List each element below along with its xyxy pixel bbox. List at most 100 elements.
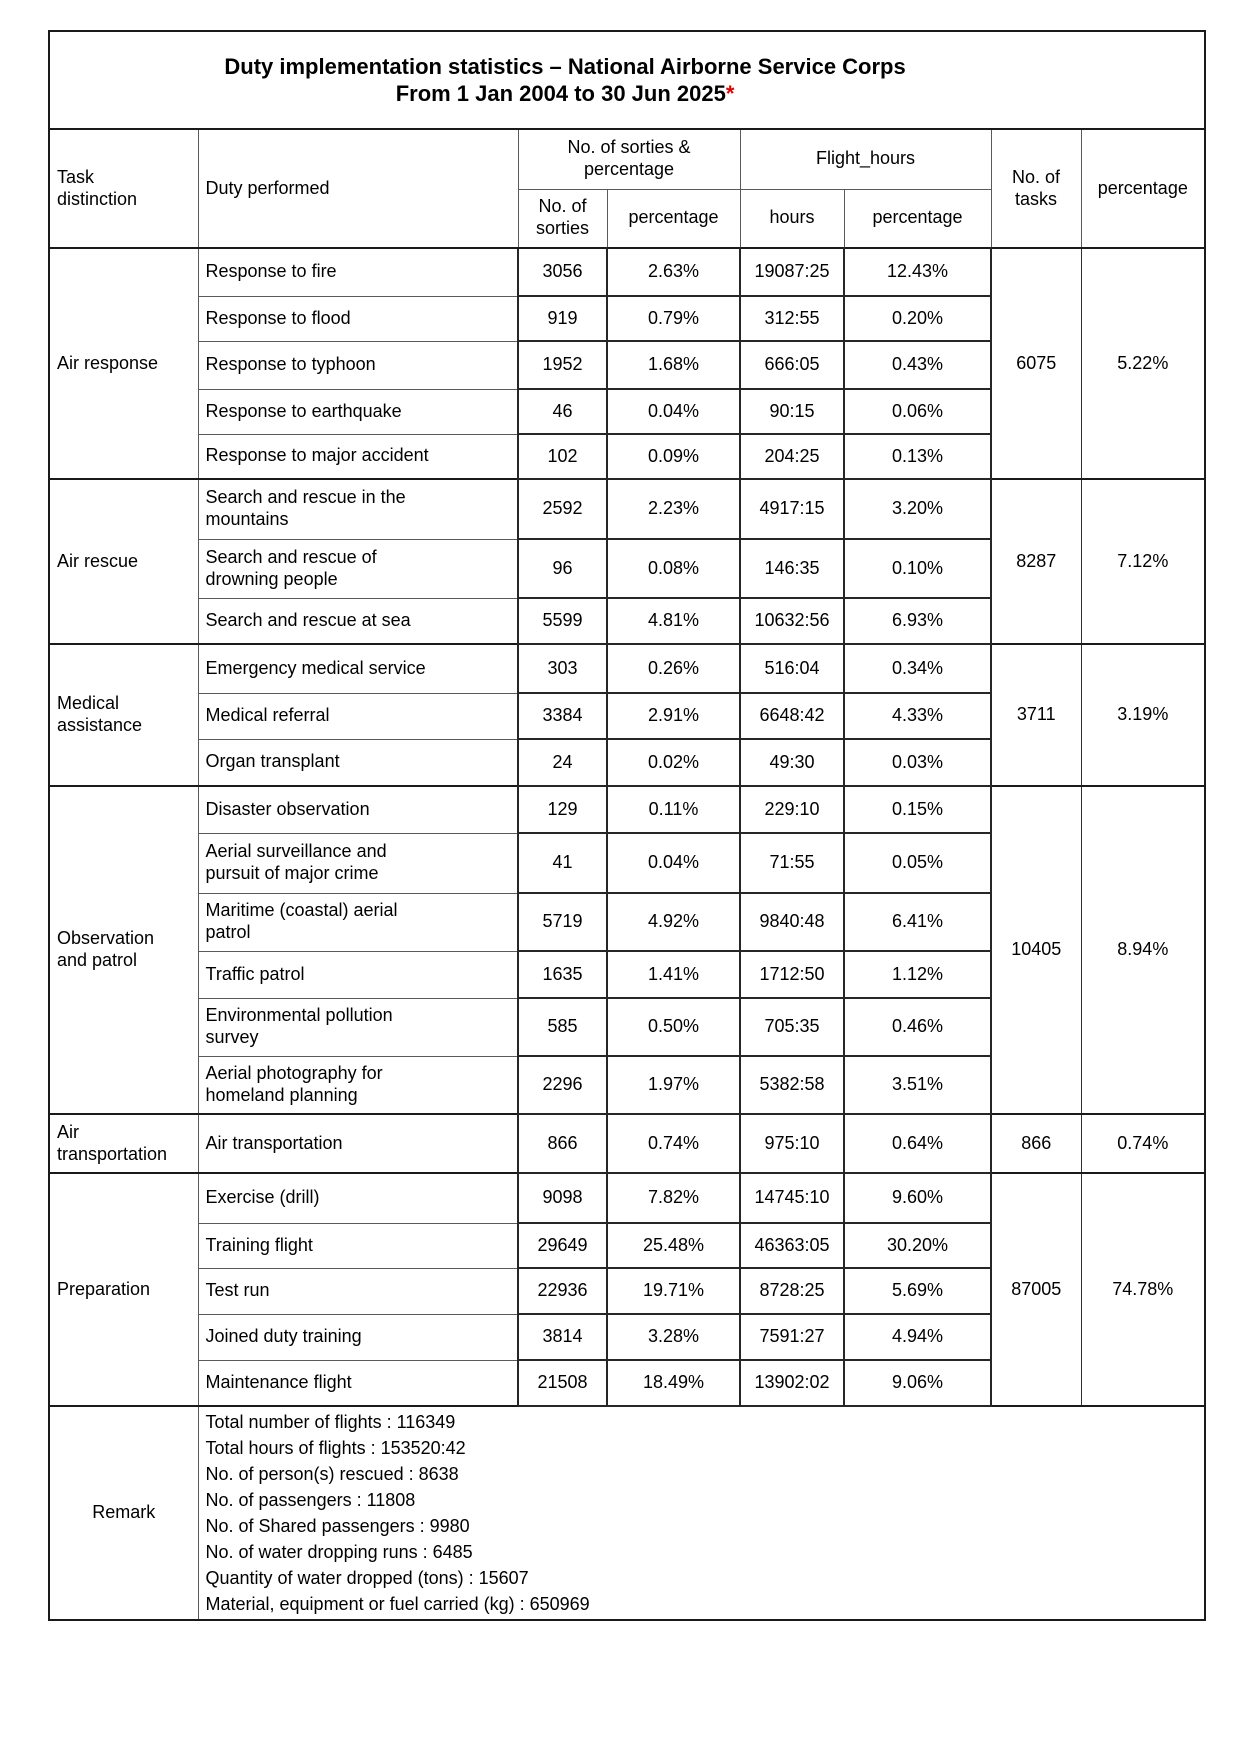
duty-cell: Training flight — [197, 1222, 519, 1269]
remark-line: No. of passengers : 11808 — [205, 1490, 416, 1510]
table-row: Response to earthquake 46 0.04% 90:15 0.… — [49, 388, 1205, 435]
hours-pct-cell: 6.93% — [843, 597, 992, 645]
duty-cell: Organ transplant — [197, 738, 519, 787]
sorties-pct-cell: 4.81% — [606, 597, 741, 645]
sorties-pct-cell: 18.49% — [606, 1359, 741, 1407]
hours-pct-cell: 0.46% — [843, 997, 992, 1057]
hours-cell: 666:05 — [739, 340, 845, 390]
duty-cell: Maritime (coastal) aerial patrol — [197, 892, 519, 952]
sorties-cell: 2592 — [517, 478, 608, 540]
sorties-pct-cell: 0.74% — [606, 1113, 741, 1174]
hours-pct-cell: 4.94% — [843, 1313, 992, 1361]
sorties-cell: 129 — [517, 785, 608, 834]
table-row: Air response Response to fire 3056 2.63%… — [48, 247, 1206, 480]
duty-cell: Response to typhoon — [197, 340, 519, 390]
tasks-total-cell: 8287 — [990, 478, 1082, 645]
table-row: Observation and patrol Disaster observat… — [48, 785, 1206, 1115]
table-row: Medical assistance Emergency medical ser… — [48, 643, 1206, 787]
hours-pct-cell: 3.51% — [843, 1055, 992, 1115]
footnote-asterisk: * — [725, 81, 735, 106]
sorties-cell: 2296 — [517, 1055, 608, 1115]
duty-cell: Search and rescue at sea — [197, 597, 519, 645]
sorties-pct-cell: 2.63% — [606, 247, 741, 297]
sorties-cell: 3056 — [517, 247, 608, 297]
task-group-observation-and-patrol: Observation and patrol — [48, 785, 199, 1115]
tasks-pct-cell: 7.12% — [1080, 478, 1206, 645]
tasks-total-cell: 3711 — [990, 643, 1082, 787]
table-row: Response to flood 919 0.79% 312:55 0.20% — [49, 295, 1205, 342]
duty-cell: Aerial photography for homeland planning — [197, 1055, 519, 1115]
tasks-total-cell: 10405 — [990, 785, 1082, 1115]
header-row-2: No. of sorties percentage hours percenta… — [49, 188, 1205, 249]
hours-cell: 9840:48 — [739, 892, 845, 952]
col-header-task-distinction: Task distinction — [48, 128, 199, 249]
sorties-cell: 41 — [517, 832, 608, 894]
hours-pct-cell: 12.43% — [843, 247, 992, 297]
duty-cell: Search and rescue in the mountains — [197, 478, 519, 540]
sorties-cell: 919 — [517, 295, 608, 342]
task-group-air-response: Air response — [48, 247, 199, 480]
hours-cell: 13902:02 — [739, 1359, 845, 1407]
duty-cell: Exercise (drill) — [197, 1172, 519, 1224]
sorties-cell: 3384 — [517, 692, 608, 740]
hours-pct-cell: 0.13% — [843, 433, 992, 480]
tasks-total-cell: 6075 — [990, 247, 1082, 480]
tasks-total-cell: 866 — [990, 1113, 1082, 1174]
sorties-pct-cell: 0.04% — [606, 832, 741, 894]
col-header-sorties-percentage: percentage — [606, 188, 741, 249]
tasks-pct-cell: 0.74% — [1080, 1113, 1206, 1174]
hours-cell: 312:55 — [739, 295, 845, 342]
table-row: Aerial photography for homeland planning… — [49, 1055, 1205, 1115]
table-row: Air transportation Air transportation 86… — [48, 1113, 1206, 1174]
remark-row: Remark Total number of flights : 116349 … — [48, 1405, 1206, 1621]
hours-pct-cell: 3.20% — [843, 478, 992, 540]
hours-cell: 46363:05 — [739, 1222, 845, 1269]
title-line-2: From 1 Jan 2004 to 30 Jun 2025* — [56, 80, 1074, 107]
hours-cell: 516:04 — [739, 643, 845, 694]
col-header-duty-performed: Duty performed — [197, 128, 519, 249]
remark-line: Total hours of flights : 153520:42 — [205, 1438, 466, 1458]
hours-pct-cell: 4.33% — [843, 692, 992, 740]
hours-cell: 7591:27 — [739, 1313, 845, 1361]
hours-pct-cell: 5.69% — [843, 1267, 992, 1315]
hours-pct-cell: 6.41% — [843, 892, 992, 952]
hours-cell: 14745:10 — [739, 1172, 845, 1224]
table-row: Organ transplant 24 0.02% 49:30 0.03% — [49, 738, 1205, 787]
hours-cell: 4917:15 — [739, 478, 845, 540]
hours-pct-cell: 0.20% — [843, 295, 992, 342]
sorties-cell: 5599 — [517, 597, 608, 645]
duty-cell: Medical referral — [197, 692, 519, 740]
duty-cell: Response to earthquake — [197, 388, 519, 435]
tasks-pct-cell: 8.94% — [1080, 785, 1206, 1115]
sorties-pct-cell: 0.50% — [606, 997, 741, 1057]
table-row: Response to major accident 102 0.09% 204… — [49, 433, 1205, 480]
sorties-pct-cell: 25.48% — [606, 1222, 741, 1269]
sorties-pct-cell: 1.97% — [606, 1055, 741, 1115]
table-row: Search and rescue of drowning people 96 … — [49, 538, 1205, 599]
duty-cell: Joined duty training — [197, 1313, 519, 1361]
tasks-pct-cell: 3.19% — [1080, 643, 1206, 787]
sorties-cell: 21508 — [517, 1359, 608, 1407]
sorties-cell: 29649 — [517, 1222, 608, 1269]
table-row: Maritime (coastal) aerial patrol 5719 4.… — [49, 892, 1205, 952]
col-header-flight-hours-group: Flight_hours — [739, 128, 992, 190]
sorties-pct-cell: 0.04% — [606, 388, 741, 435]
remark-line: Total number of flights : 116349 — [205, 1412, 456, 1432]
duty-cell: Aerial surveillance and pursuit of major… — [197, 832, 519, 894]
hours-pct-cell: 0.05% — [843, 832, 992, 894]
table-row: Aerial surveillance and pursuit of major… — [49, 832, 1205, 894]
sorties-cell: 96 — [517, 538, 608, 599]
hours-pct-cell: 0.03% — [843, 738, 992, 787]
hours-cell: 90:15 — [739, 388, 845, 435]
duty-cell: Emergency medical service — [197, 643, 519, 694]
remark-line: No. of person(s) rescued : 8638 — [205, 1464, 459, 1484]
duty-cell: Air transportation — [197, 1113, 519, 1174]
hours-pct-cell: 1.12% — [843, 950, 992, 999]
sorties-pct-cell: 0.08% — [606, 538, 741, 599]
sorties-cell: 585 — [517, 997, 608, 1057]
sorties-pct-cell: 0.26% — [606, 643, 741, 694]
hours-cell: 8728:25 — [739, 1267, 845, 1315]
table-row: Environmental pollution survey 585 0.50%… — [49, 997, 1205, 1057]
table-row: Preparation Exercise (drill) 9098 7.82% … — [48, 1172, 1206, 1407]
header-row-1: Task distinction Duty performed No. of s… — [48, 128, 1206, 249]
